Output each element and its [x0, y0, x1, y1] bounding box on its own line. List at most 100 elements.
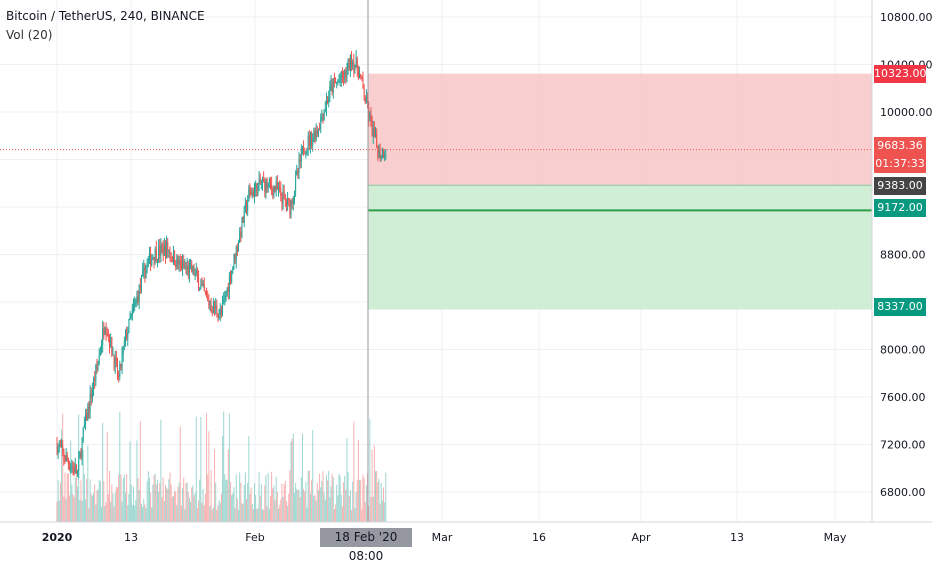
candle-up	[188, 264, 190, 275]
candle-up	[244, 203, 246, 208]
candle-up	[323, 110, 325, 121]
candle-down	[175, 265, 177, 268]
candle-down	[331, 83, 333, 93]
candle-up	[307, 136, 309, 149]
candle-down	[345, 70, 347, 78]
volume-bar	[139, 420, 141, 522]
symbol-legend[interactable]: Bitcoin / TetherUS, 240, BINANCE	[6, 9, 205, 23]
price-tick-label: 8000.00	[880, 344, 926, 357]
volume-bar	[343, 482, 345, 522]
volume-bar	[77, 486, 79, 522]
candle-up	[154, 249, 156, 262]
volume-bar	[115, 487, 117, 522]
candle-down	[72, 466, 74, 468]
volume-bar	[284, 480, 286, 522]
candle-down	[343, 77, 345, 80]
candle-up	[151, 258, 153, 266]
candle-down	[283, 191, 285, 196]
time-tick-label: 2020	[42, 531, 73, 544]
current-price-label: 9683.36	[877, 139, 923, 152]
volume-bar	[327, 480, 329, 522]
volume-bar	[212, 507, 214, 522]
volume-bar	[233, 487, 235, 522]
volume-bar	[137, 478, 139, 522]
volume-bar	[208, 431, 210, 522]
volume-bar	[215, 482, 217, 522]
candle-up	[145, 266, 147, 279]
candle-up	[131, 308, 133, 315]
volume-bar	[232, 493, 234, 522]
candle-down	[185, 266, 187, 269]
candle-up	[82, 427, 84, 440]
volume-bar	[287, 506, 289, 522]
volume-bar	[349, 490, 351, 522]
candle-up	[119, 364, 121, 377]
candle-down	[187, 265, 189, 275]
candle-up	[160, 244, 162, 256]
candle-down	[169, 251, 171, 258]
volume-bar	[120, 474, 122, 522]
volume-bar	[371, 449, 373, 522]
candle-down	[316, 130, 318, 134]
candle-down	[118, 375, 120, 377]
candle-down	[383, 149, 385, 158]
candle-up	[93, 379, 95, 391]
candle-down	[376, 133, 378, 146]
candle-up	[184, 266, 186, 268]
candle-up	[306, 148, 308, 153]
candle-down	[240, 232, 242, 237]
candle-up	[385, 155, 387, 157]
volume-bar	[271, 471, 273, 522]
volume-bar	[341, 506, 343, 522]
candle-up	[328, 97, 330, 103]
volume-bar	[265, 475, 267, 522]
candle-up	[340, 71, 342, 81]
volume-bar	[241, 503, 243, 522]
volume-bar	[260, 484, 262, 522]
volume-bar	[347, 471, 349, 522]
candle-down	[370, 114, 372, 120]
bar-countdown: 01:37:33	[875, 157, 925, 170]
candle-up	[336, 82, 338, 84]
volume-bar	[337, 495, 339, 522]
candle-up	[195, 270, 197, 273]
volume-bar	[195, 416, 197, 522]
volume-legend[interactable]: Vol (20)	[6, 28, 53, 42]
time-tick-label: 16	[532, 531, 546, 544]
volume-bar	[103, 481, 105, 522]
volume-bar	[69, 495, 71, 522]
candle-up	[130, 314, 132, 319]
volume-bar	[61, 429, 63, 522]
volume-bar	[123, 475, 125, 522]
price-tick-label: 7600.00	[880, 391, 926, 404]
volume-bar	[381, 500, 383, 522]
candle-down	[266, 178, 268, 188]
volume-bar	[298, 489, 300, 522]
volume-bar	[377, 482, 379, 522]
candle-up	[344, 70, 346, 80]
candle-down	[161, 244, 163, 248]
volume-bar	[359, 480, 361, 522]
volume-bar	[317, 490, 319, 522]
volume-bar	[227, 449, 229, 522]
candle-down	[269, 179, 271, 185]
candle-down	[357, 70, 359, 79]
candle-down	[252, 191, 254, 197]
volume-bar	[135, 499, 137, 522]
volume-bar	[348, 496, 350, 522]
candle-up	[152, 256, 154, 259]
volume-bar	[132, 486, 134, 522]
candle-down	[368, 107, 370, 119]
volume-bar	[319, 473, 321, 522]
candle-down	[271, 184, 273, 189]
candle-up	[317, 129, 319, 134]
volume-bar	[254, 483, 256, 522]
candle-down	[227, 287, 229, 292]
candle-down	[174, 251, 176, 266]
volume-bar	[262, 509, 263, 522]
candle-up	[112, 354, 114, 356]
candle-down	[360, 73, 362, 77]
volume-bar	[338, 473, 340, 522]
chart-canvas[interactable]: 10800.0010400.0010000.009600.009200.0088…	[0, 0, 932, 550]
candle-down	[113, 354, 115, 368]
